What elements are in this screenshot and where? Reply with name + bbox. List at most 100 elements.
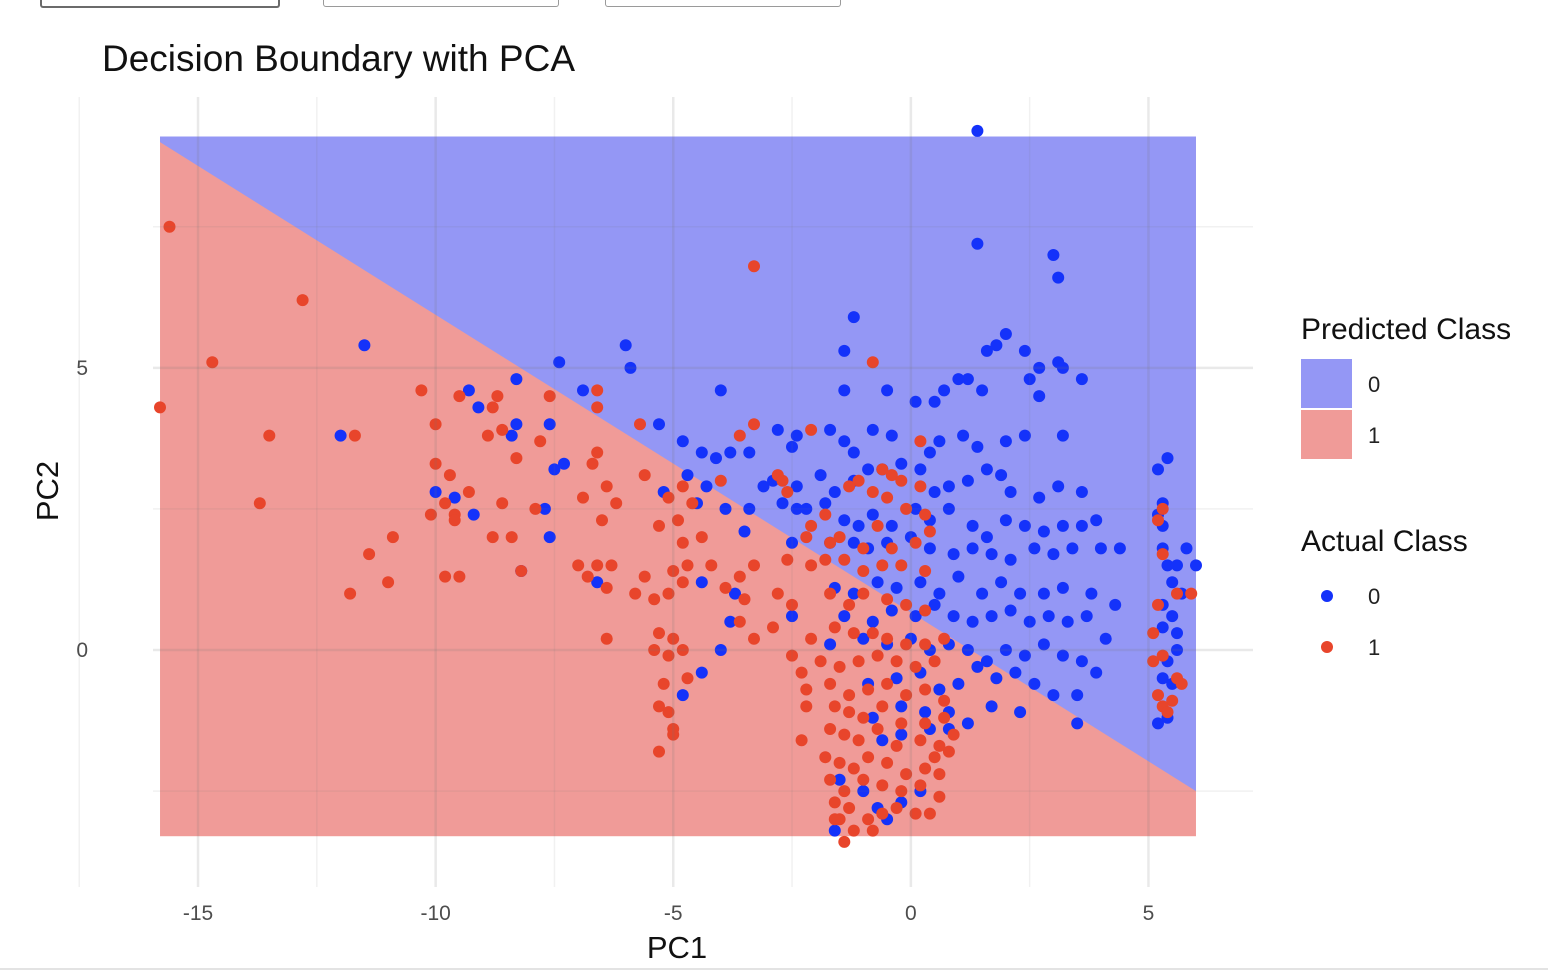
- point-class-1: [881, 756, 894, 769]
- point-class-0: [1018, 519, 1031, 532]
- point-class-1: [900, 689, 913, 702]
- point-class-0: [952, 677, 965, 690]
- point-class-0: [976, 587, 989, 600]
- point-class-1: [843, 802, 856, 814]
- point-class-0: [1080, 610, 1093, 623]
- point-class-0: [985, 610, 998, 623]
- point-class-1: [263, 429, 276, 442]
- point-class-0: [1018, 429, 1031, 442]
- point-class-0: [1166, 610, 1179, 623]
- point-class-0: [472, 401, 485, 414]
- point-class-1: [814, 655, 827, 668]
- point-class-0: [1052, 271, 1065, 284]
- point-class-1: [786, 649, 798, 662]
- point-class-0: [895, 700, 908, 713]
- point-class-0: [1033, 361, 1046, 374]
- point-class-1: [439, 570, 452, 583]
- point-class-1: [505, 531, 518, 544]
- point-class-0: [681, 469, 694, 482]
- point-class-1: [881, 491, 894, 504]
- point-class-0: [1075, 373, 1088, 386]
- point-class-1: [824, 587, 837, 600]
- point-class-0: [1152, 717, 1164, 730]
- point-class-0: [1094, 542, 1107, 555]
- tab-plots[interactable]: [40, 0, 280, 8]
- point-class-0: [952, 373, 965, 386]
- point-class-1: [572, 559, 585, 572]
- point-class-1: [847, 824, 860, 837]
- point-class-0: [1171, 559, 1183, 572]
- legend-predicted-class: Predicted Class 0 1: [1301, 313, 1511, 459]
- point-class-0: [577, 384, 589, 397]
- point-class-0: [933, 683, 946, 696]
- point-class-1: [382, 576, 395, 589]
- point-class-0: [980, 655, 993, 668]
- point-class-1: [662, 649, 675, 662]
- point-class-1: [591, 446, 604, 459]
- point-class-1: [833, 756, 846, 769]
- point-class-1: [648, 593, 661, 606]
- point-class-1: [914, 734, 927, 747]
- point-class-0: [890, 581, 903, 594]
- point-class-1: [600, 581, 613, 594]
- point-class-0: [971, 660, 984, 673]
- point-class-1: [600, 480, 613, 493]
- point-class-1: [833, 660, 846, 673]
- point-class-0: [819, 497, 832, 510]
- point-class-0: [971, 237, 984, 250]
- point-class-1: [885, 469, 898, 482]
- point-class-0: [1071, 689, 1084, 702]
- point-class-1: [838, 728, 851, 741]
- point-class-1: [824, 773, 837, 786]
- point-class-0: [966, 542, 979, 555]
- point-class-0: [1161, 452, 1174, 465]
- axis-ticks: -15 -10 -5 0 5 0 5: [76, 97, 1253, 925]
- point-class-0: [462, 384, 475, 397]
- point-class-1: [919, 604, 932, 617]
- point-class-1: [805, 423, 818, 436]
- point-class-0: [1056, 429, 1069, 442]
- point-class-1: [577, 491, 589, 504]
- tab-second[interactable]: [323, 0, 559, 7]
- point-class-0: [909, 610, 922, 623]
- point-class-0: [1075, 486, 1088, 498]
- point-class-0: [1075, 519, 1088, 532]
- tab-third[interactable]: [605, 0, 841, 7]
- point-class-1: [695, 531, 708, 544]
- point-class-1: [657, 677, 670, 690]
- point-class-0: [838, 435, 851, 448]
- point-class-1: [681, 559, 694, 572]
- point-class-1: [805, 519, 818, 532]
- point-class-1: [781, 486, 794, 498]
- point-class-1: [819, 751, 832, 764]
- point-class-1: [296, 294, 309, 307]
- point-class-0: [838, 384, 851, 397]
- point-class-0: [824, 638, 837, 651]
- point-class-0: [800, 502, 813, 515]
- point-class-1: [795, 734, 808, 747]
- point-class-1: [847, 627, 860, 640]
- point-class-0: [1004, 553, 1017, 566]
- point-class-1: [928, 751, 941, 764]
- point-class-0: [714, 644, 727, 656]
- point-class-1: [163, 220, 176, 233]
- point-class-1: [738, 593, 751, 606]
- point-class-1: [1185, 587, 1198, 600]
- point-class-0: [866, 508, 879, 521]
- point-class-1: [600, 632, 613, 645]
- point-class-0: [771, 423, 784, 436]
- legend-actual-1-label: 1: [1368, 635, 1380, 660]
- point-class-1: [828, 621, 841, 634]
- point-class-1: [838, 553, 851, 566]
- point-class-1: [581, 570, 594, 583]
- point-class-0: [334, 429, 347, 442]
- point-class-0: [938, 384, 951, 397]
- point-class-0: [743, 502, 756, 515]
- point-class-1: [510, 452, 523, 465]
- point-class-0: [999, 435, 1012, 448]
- point-class-1: [857, 565, 870, 577]
- data-points: [154, 124, 1202, 848]
- point-class-0: [838, 610, 851, 623]
- point-class-1: [857, 711, 870, 724]
- x-tick-label: 0: [905, 902, 917, 925]
